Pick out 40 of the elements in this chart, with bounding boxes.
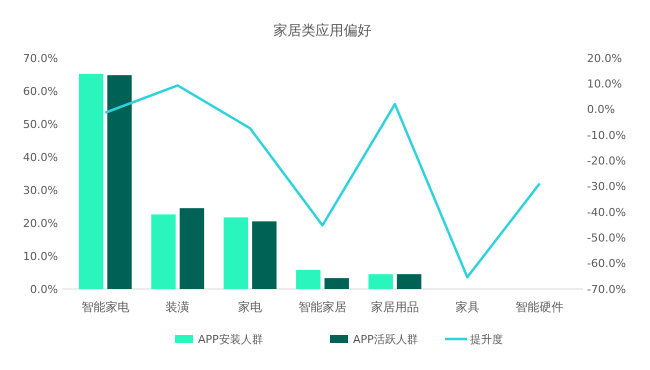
y-tick-label: 70.0% bbox=[23, 52, 58, 65]
bar bbox=[296, 270, 320, 289]
x-tick-label: 装潢 bbox=[166, 300, 190, 314]
x-tick-label: 家具 bbox=[455, 300, 480, 314]
legend-label: 提升度 bbox=[470, 332, 503, 346]
chart-title: 家居类应用偏好 bbox=[274, 23, 372, 39]
line-series bbox=[104, 84, 541, 278]
y2-tick-label: -10.0% bbox=[587, 128, 626, 142]
y-tick-label: 10.0% bbox=[23, 250, 58, 263]
y-tick-label: 60.0% bbox=[23, 84, 58, 98]
y-tick-label: 30.0% bbox=[23, 184, 58, 197]
y2-tick-label: 20.0% bbox=[587, 52, 622, 65]
bar bbox=[224, 217, 248, 289]
y2-tick-label: -40.0% bbox=[587, 206, 626, 219]
bar bbox=[180, 208, 204, 289]
y-tick-label: 50.0% bbox=[23, 118, 58, 131]
y2-tick-label: -50.0% bbox=[587, 232, 626, 245]
y2-tick-label: -70.0% bbox=[587, 282, 626, 296]
y2-tick-label: -20.0% bbox=[587, 154, 626, 168]
x-tick-label: 智能硬件 bbox=[516, 300, 564, 314]
bar bbox=[368, 274, 393, 289]
legend-label: APP安装人群 bbox=[198, 332, 263, 346]
bar bbox=[396, 274, 422, 289]
bar bbox=[324, 278, 349, 289]
bar bbox=[151, 214, 176, 289]
y2-tick-label: 10.0% bbox=[587, 78, 622, 91]
y-tick-label: 40.0% bbox=[23, 150, 58, 164]
x-tick-label: 家电 bbox=[238, 300, 262, 314]
bar bbox=[107, 75, 132, 289]
bar bbox=[78, 74, 104, 289]
y2-tick-label: -30.0% bbox=[587, 180, 626, 194]
y-tick-label: 20.0% bbox=[23, 216, 58, 230]
x-tick-label: 家居用品 bbox=[370, 300, 419, 314]
y-tick-label: 0.0% bbox=[30, 282, 58, 296]
y2-tick-label: 0.0% bbox=[587, 103, 615, 116]
bar bbox=[252, 221, 277, 289]
y2-tick-label: -60.0% bbox=[587, 257, 626, 270]
x-tick-label: 智能家居 bbox=[298, 300, 346, 314]
legend-label: APP活跃人群 bbox=[353, 332, 418, 346]
x-tick-label: 智能家电 bbox=[81, 300, 130, 314]
